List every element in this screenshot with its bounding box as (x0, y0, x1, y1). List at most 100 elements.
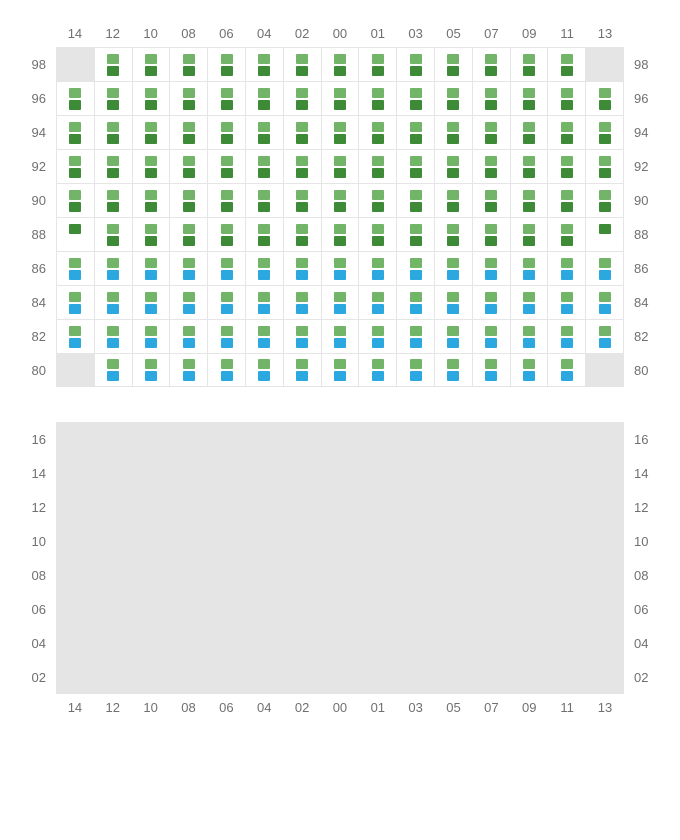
grid-cell[interactable] (434, 184, 472, 217)
grid-cell[interactable] (245, 320, 283, 353)
grid-cell[interactable] (207, 252, 245, 285)
grid-cell[interactable] (585, 82, 624, 115)
grid-cell[interactable] (94, 82, 132, 115)
grid-cell[interactable] (547, 218, 585, 251)
grid-cell[interactable] (245, 286, 283, 319)
grid-cell[interactable] (207, 320, 245, 353)
grid-cell[interactable] (547, 354, 585, 386)
grid-cell[interactable] (547, 48, 585, 81)
grid-cell[interactable] (510, 286, 548, 319)
grid-cell[interactable] (434, 48, 472, 81)
grid-cell[interactable] (358, 184, 396, 217)
grid-cell[interactable] (245, 184, 283, 217)
grid-cell[interactable] (132, 48, 170, 81)
grid-cell[interactable] (169, 82, 207, 115)
grid-cell[interactable] (547, 150, 585, 183)
grid-cell[interactable] (245, 48, 283, 81)
grid-cell[interactable] (132, 150, 170, 183)
grid-cell[interactable] (396, 320, 434, 353)
grid-cell[interactable] (396, 354, 434, 386)
grid-cell[interactable] (283, 286, 321, 319)
grid-cell[interactable] (169, 218, 207, 251)
grid-cell[interactable] (56, 116, 94, 149)
grid-cell[interactable] (396, 48, 434, 81)
grid-cell[interactable] (94, 150, 132, 183)
grid-cell[interactable] (547, 286, 585, 319)
grid-cell[interactable] (283, 184, 321, 217)
grid-cell[interactable] (472, 150, 510, 183)
grid-cell[interactable] (358, 354, 396, 386)
grid-cell[interactable] (245, 116, 283, 149)
grid-cell[interactable] (132, 354, 170, 386)
grid-cell[interactable] (169, 286, 207, 319)
grid-cell[interactable] (434, 286, 472, 319)
grid-cell[interactable] (396, 116, 434, 149)
grid-cell[interactable] (132, 82, 170, 115)
grid-cell[interactable] (472, 82, 510, 115)
grid-cell[interactable] (56, 286, 94, 319)
grid-cell[interactable] (396, 218, 434, 251)
grid-cell[interactable] (358, 320, 396, 353)
grid-cell[interactable] (396, 82, 434, 115)
grid-cell[interactable] (94, 354, 132, 386)
grid-cell[interactable] (434, 82, 472, 115)
grid-cell[interactable] (207, 116, 245, 149)
grid-cell[interactable] (510, 184, 548, 217)
grid-cell[interactable] (169, 184, 207, 217)
grid-cell[interactable] (472, 320, 510, 353)
grid-cell[interactable] (396, 150, 434, 183)
grid-cell[interactable] (510, 116, 548, 149)
grid-cell[interactable] (358, 82, 396, 115)
grid-cell[interactable] (547, 82, 585, 115)
grid-cell[interactable] (132, 252, 170, 285)
grid-cell[interactable] (585, 116, 624, 149)
grid-cell[interactable] (169, 252, 207, 285)
grid-cell[interactable] (358, 150, 396, 183)
grid-cell[interactable] (321, 252, 359, 285)
grid-cell[interactable] (434, 354, 472, 386)
grid-cell[interactable] (321, 82, 359, 115)
grid-cell[interactable] (358, 286, 396, 319)
grid-cell[interactable] (245, 218, 283, 251)
grid-cell[interactable] (585, 320, 624, 353)
grid-cell[interactable] (132, 286, 170, 319)
grid-cell[interactable] (94, 48, 132, 81)
grid-cell[interactable] (510, 354, 548, 386)
grid-cell[interactable] (207, 82, 245, 115)
grid-cell[interactable] (283, 320, 321, 353)
grid-cell[interactable] (547, 184, 585, 217)
grid-cell[interactable] (585, 184, 624, 217)
grid-cell[interactable] (283, 354, 321, 386)
grid-cell[interactable] (547, 320, 585, 353)
grid-cell[interactable] (396, 286, 434, 319)
grid-cell[interactable] (547, 252, 585, 285)
grid-cell[interactable] (94, 320, 132, 353)
grid-cell[interactable] (56, 184, 94, 217)
grid-cell[interactable] (94, 184, 132, 217)
grid-cell[interactable] (169, 116, 207, 149)
grid-cell[interactable] (132, 218, 170, 251)
grid-cell[interactable] (510, 218, 548, 251)
grid-cell[interactable] (321, 218, 359, 251)
grid-cell[interactable] (56, 82, 94, 115)
grid-cell[interactable] (472, 48, 510, 81)
grid-cell[interactable] (245, 150, 283, 183)
grid-cell[interactable] (169, 150, 207, 183)
grid-cell[interactable] (434, 320, 472, 353)
grid-cell[interactable] (56, 252, 94, 285)
grid-cell[interactable] (207, 354, 245, 386)
grid-cell[interactable] (321, 150, 359, 183)
grid-cell[interactable] (207, 218, 245, 251)
grid-cell[interactable] (510, 320, 548, 353)
grid-cell[interactable] (434, 150, 472, 183)
grid-cell[interactable] (358, 48, 396, 81)
grid-cell[interactable] (510, 82, 548, 115)
grid-cell[interactable] (321, 354, 359, 386)
grid-cell[interactable] (56, 320, 94, 353)
grid-cell[interactable] (283, 116, 321, 149)
grid-cell[interactable] (510, 252, 548, 285)
grid-cell[interactable] (321, 48, 359, 81)
grid-cell[interactable] (472, 252, 510, 285)
grid-cell[interactable] (472, 116, 510, 149)
grid-cell[interactable] (169, 354, 207, 386)
